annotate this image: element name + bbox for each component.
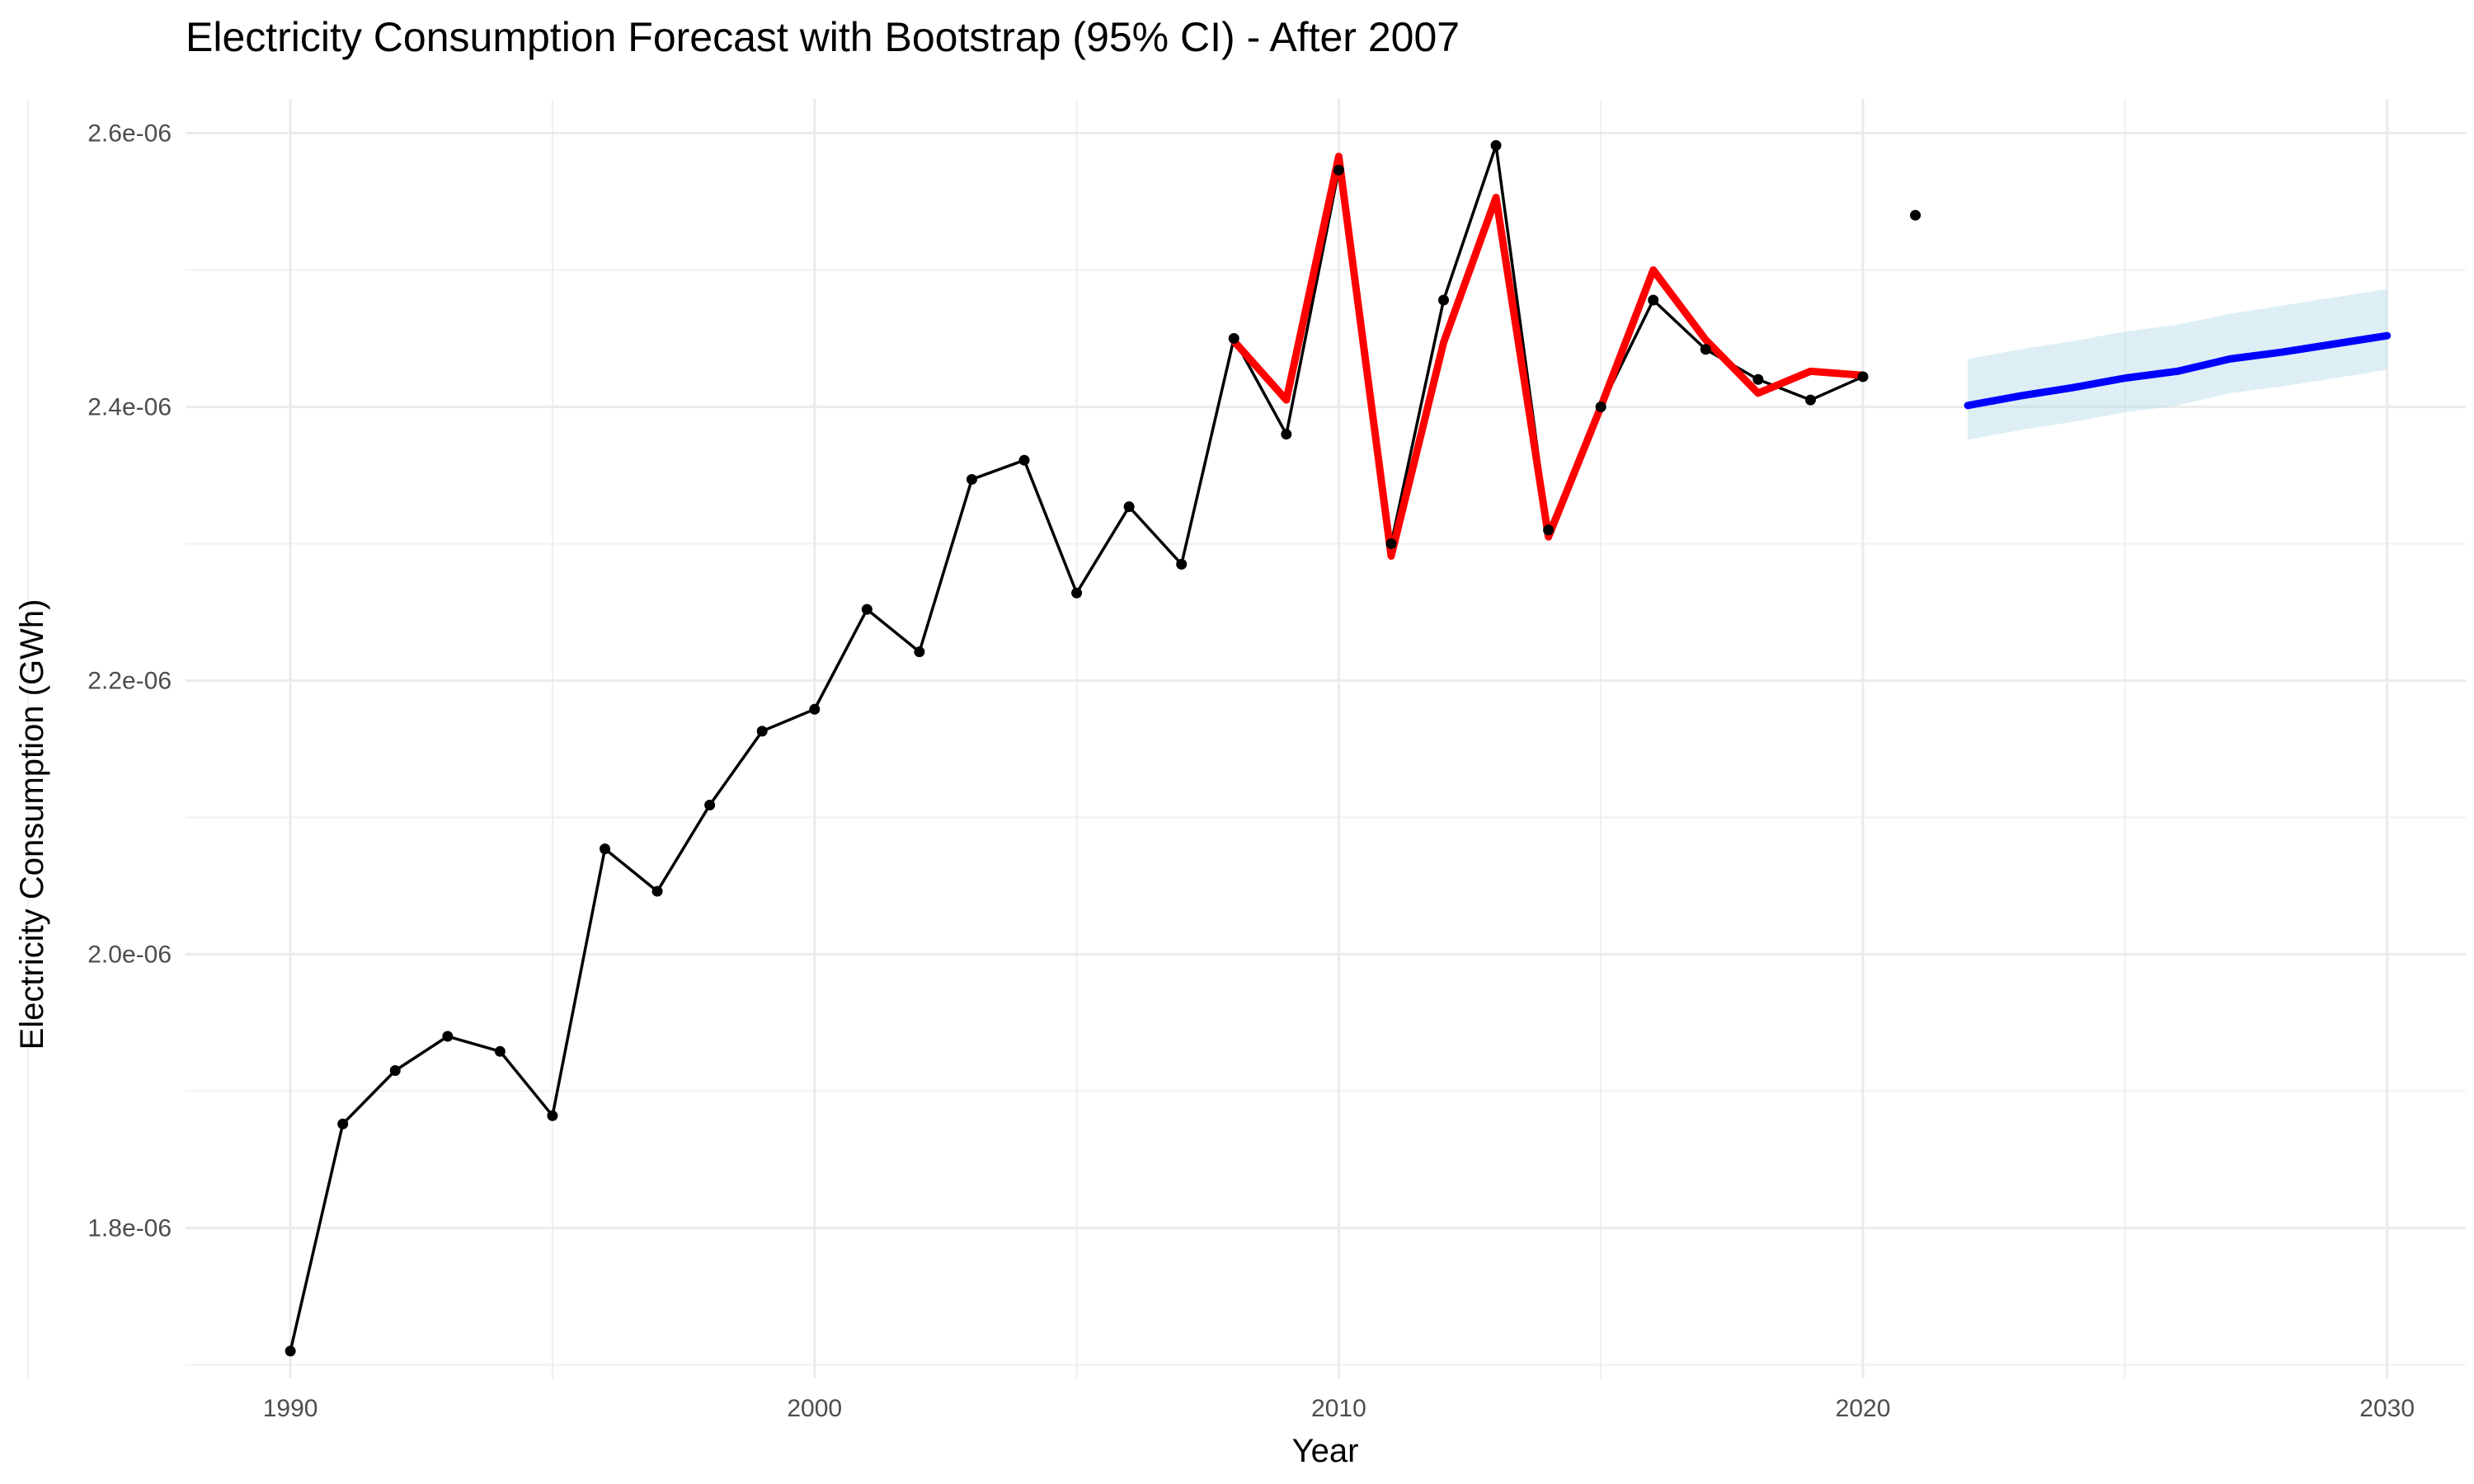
actual-data-point [600,843,611,855]
actual-data-point [861,603,872,615]
actual-data-point [1490,139,1502,151]
actual-data-point [285,1345,296,1357]
confidence-band-layer [1968,289,2387,440]
actual-data-point [1910,209,1921,221]
x-axis-ticks: 1990 2000 2010 2020 2030 [263,1395,2415,1422]
actual-data-point [651,885,663,897]
actual-data-point [704,800,716,811]
x-axis-title: Year [1292,1433,1359,1469]
actual-data-point [1228,332,1239,344]
actual-data-point [1857,371,1869,383]
actual-data-point [756,726,768,737]
major-gridlines [186,99,2466,1378]
actual-data-point [494,1045,506,1057]
actual-data-point [966,473,977,485]
actual-data-point [1752,373,1764,385]
x-tick-label: 2030 [2359,1395,2415,1422]
actual-data-point [1385,538,1397,549]
x-tick-label: 2000 [787,1395,842,1422]
actual-data-point [547,1110,558,1121]
forecast-confidence-band [1968,289,2387,440]
y-tick-label: 1.8e-06 [87,1214,172,1242]
actual-data-point [1438,294,1450,306]
y-tick-label: 2.6e-06 [87,120,172,147]
actual-data-point [1543,524,1554,536]
data-points-layer [285,139,1921,1357]
actual-data-point [1333,164,1344,176]
actual-data-point [1176,558,1188,570]
actual-data-point [1700,344,1711,355]
y-tick-label: 2.0e-06 [87,941,172,968]
actual-data-point [389,1065,401,1077]
fitted-series-line [1230,153,1867,560]
actual-data-point [1281,429,1292,440]
x-tick-label: 2010 [1311,1395,1366,1422]
actual-data-point [1071,587,1083,599]
actual-data-point [809,703,821,715]
actual-data-point [1648,294,1659,306]
actual-data-point [442,1031,454,1042]
y-tick-label: 2.4e-06 [87,393,172,420]
x-tick-label: 1990 [263,1395,318,1422]
forecast-series-line [1964,331,2392,410]
y-axis-title: Electricity Consumption (GWh) [14,599,50,1050]
actual-data-point [1804,394,1816,406]
actual-data-point [1595,401,1606,412]
actual-data-point [1123,501,1135,513]
actual-data-point [914,646,925,658]
actual-data-point [337,1118,349,1129]
y-tick-label: 2.2e-06 [87,667,172,694]
chart-title: Electricity Consumption Forecast with Bo… [186,14,1460,60]
actual-data-point [1018,454,1030,466]
x-tick-label: 2020 [1836,1395,1891,1422]
minor-gridlines [27,99,2466,1378]
y-axis-ticks: 1.8e-06 2.0e-06 2.2e-06 2.4e-06 2.6e-06 [87,120,172,1242]
